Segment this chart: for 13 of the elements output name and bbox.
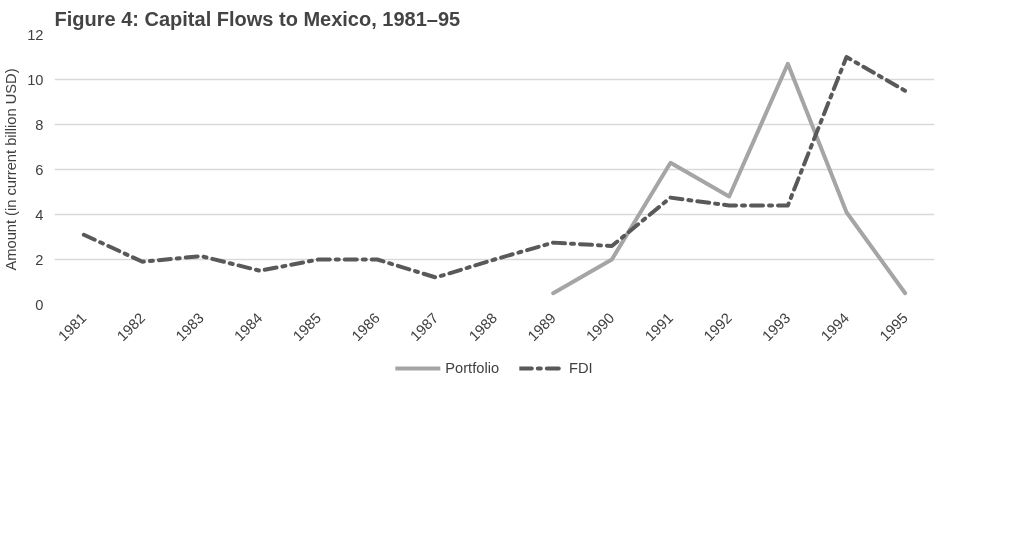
y-tick-label: 12	[27, 26, 44, 43]
line-series	[551, 61, 908, 296]
y-tick-label: 2	[35, 251, 44, 268]
y-axis-title: Amount (in current billion USD)	[3, 68, 20, 271]
y-tick-label: 8	[35, 116, 44, 133]
y-tick-label: 4	[35, 206, 44, 223]
legend-label: FDI	[569, 360, 593, 376]
y-tick-label: 6	[35, 161, 44, 178]
y-tick-label: 10	[27, 71, 44, 88]
legend-label: Portfolio	[445, 360, 500, 376]
y-tick-label: 0	[35, 296, 44, 313]
chart-title: Figure 4: Capital Flows to Mexico, 1981–95	[54, 7, 461, 30]
line-series	[81, 55, 908, 280]
